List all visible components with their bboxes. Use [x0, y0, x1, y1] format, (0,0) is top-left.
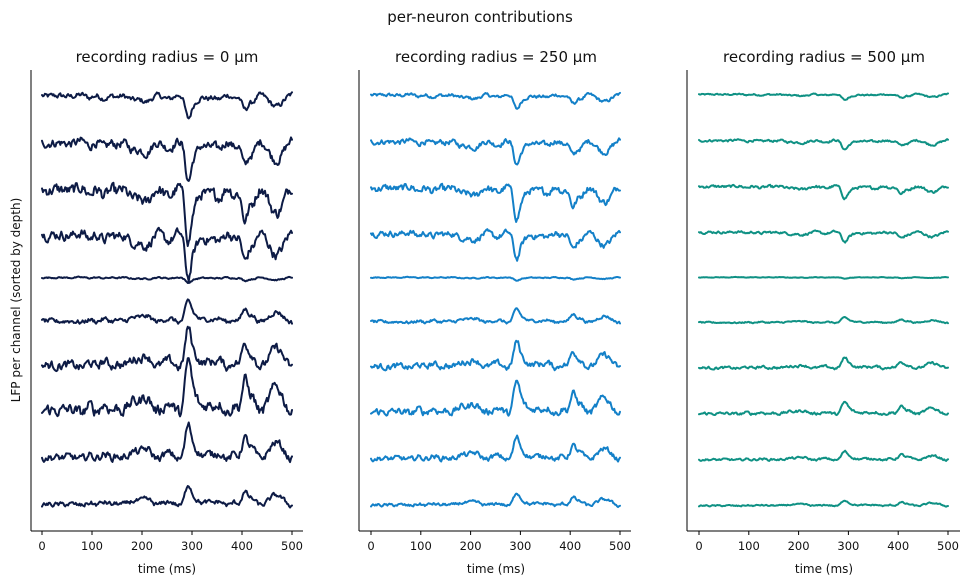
channel-trace [41, 181, 293, 248]
figure-suptitle: per-neuron contributions [387, 8, 573, 26]
channel-trace [698, 183, 949, 201]
x-tick-label: 500 [281, 539, 303, 553]
channel-trace [370, 228, 621, 262]
channel-trace [370, 307, 621, 325]
panel-title: recording radius = 500 µm [723, 48, 925, 66]
x-tick-label: 400 [559, 539, 581, 553]
x-tick-label: 500 [609, 539, 631, 553]
channel-trace [698, 316, 949, 325]
x-tick-label: 100 [81, 539, 103, 553]
shared-ylabel: LFP per channel (sorted by depth) [9, 198, 23, 403]
channel-trace [698, 229, 949, 244]
channel-trace [698, 356, 949, 371]
x-axis-label: time (ms) [138, 562, 196, 576]
channel-trace [370, 137, 621, 166]
channel-trace [370, 379, 621, 417]
channel-trace [370, 492, 621, 509]
x-tick-label: 200 [788, 539, 810, 553]
x-tick-label: 100 [738, 539, 760, 553]
channel-trace [698, 275, 949, 280]
x-axis-label: time (ms) [795, 562, 853, 576]
channel-trace [370, 434, 621, 463]
channel-trace [41, 357, 293, 418]
x-tick-label: 200 [460, 539, 482, 553]
x-tick-label: 400 [231, 539, 253, 553]
panel-radius-500: recording radius = 500 µm time (ms) 0 100… [686, 48, 960, 576]
panel-radius-250: recording radius = 250 µm time (ms) 0 100… [358, 48, 631, 576]
panel-title: recording radius = 0 µm [76, 48, 259, 66]
channel-trace [41, 325, 293, 373]
x-tick-label: 300 [837, 539, 859, 553]
channel-trace [41, 91, 293, 120]
x-tick-label: 300 [509, 539, 531, 553]
panel-title: recording radius = 250 µm [395, 48, 597, 66]
x-tick-label: 300 [181, 539, 203, 553]
x-tick-label: 400 [887, 539, 909, 553]
x-tick-label: 0 [367, 539, 374, 553]
x-tick-label: 500 [937, 539, 959, 553]
x-tick-label: 100 [410, 539, 432, 553]
channel-trace [698, 499, 949, 508]
x-axis-label: time (ms) [467, 562, 525, 576]
channel-trace [370, 275, 621, 282]
channel-trace [370, 182, 621, 223]
channel-trace [41, 136, 293, 182]
panel-radius-0: recording radius = 0 µm time (ms) 0 100 20… [30, 48, 303, 576]
channel-trace [698, 400, 949, 417]
channel-trace [41, 275, 293, 285]
x-tick-label: 0 [695, 539, 702, 553]
channel-trace [698, 138, 949, 151]
channel-trace [41, 421, 293, 464]
channel-trace [698, 449, 949, 462]
x-tick-label: 200 [131, 539, 153, 553]
channel-trace [370, 91, 621, 110]
channel-trace [41, 226, 293, 283]
channel-trace [698, 92, 949, 101]
channel-trace [41, 485, 293, 509]
channel-trace [41, 298, 293, 325]
channel-trace [370, 339, 621, 372]
x-tick-label: 0 [38, 539, 45, 553]
